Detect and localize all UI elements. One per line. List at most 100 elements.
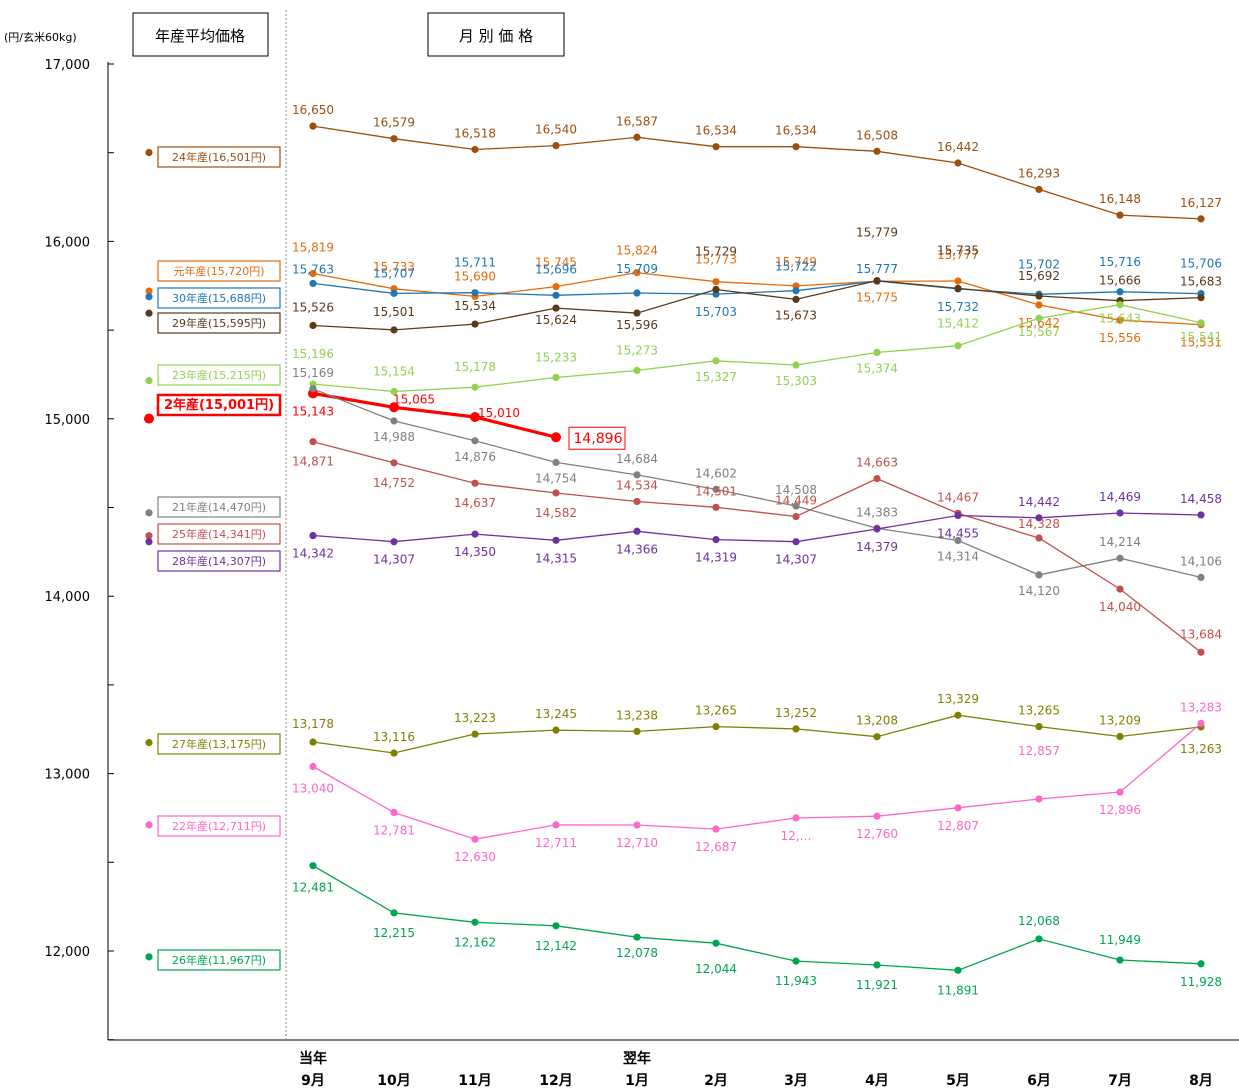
data-label: 12,078 [616, 946, 658, 960]
data-label: 14,602 [695, 466, 737, 480]
data-point [954, 536, 962, 545]
series: 元年産(15,720円) 15,819 15,733 15,690 15,745 15,8… [145, 241, 1222, 350]
data-label: 14,040 [1099, 600, 1141, 614]
data-label: 15,273 [616, 343, 658, 357]
series: 25年産(14,341円) 14,871 14,752 14,637 14,582 14,… [145, 438, 1222, 656]
data-label: 15,303 [775, 374, 817, 388]
data-label: 15,733 [373, 260, 415, 274]
data-label: 12,857 [1018, 744, 1060, 758]
data-point [309, 438, 317, 446]
data-point [1035, 795, 1043, 803]
data-point [1197, 319, 1205, 327]
data-point [954, 159, 962, 167]
data-point [1035, 301, 1043, 309]
data-label: 16,534 [695, 124, 737, 138]
annual-label-box [157, 550, 281, 572]
data-label: 15,531 [1180, 336, 1222, 350]
data-point [471, 320, 479, 328]
data-label: 13,265 [695, 704, 737, 718]
data-point [1116, 509, 1124, 517]
data-label: 11,921 [856, 978, 898, 992]
data-label: 15,775 [856, 290, 898, 304]
annual-average-dot [145, 377, 153, 385]
data-label: 15,643 [1099, 312, 1141, 326]
data-point [390, 459, 398, 467]
data-label: 14,328 [1018, 517, 1060, 531]
data-point [712, 278, 720, 286]
annual-label: 30年産(15,688円) [172, 291, 266, 305]
data-label: 13,684 [1180, 627, 1222, 641]
data-point [309, 738, 317, 746]
data-label: 15,777 [937, 248, 979, 262]
data-point [954, 804, 962, 812]
data-label: 15,412 [937, 317, 979, 331]
data-label: 15,642 [1018, 316, 1060, 330]
data-label: 13,283 [1180, 700, 1222, 714]
data-point [1035, 935, 1043, 943]
data-point [390, 135, 398, 143]
y-axis-ticks: 12,000 13,000 14,000 15,000 16,000 17,000 [45, 58, 114, 1041]
data-label: 15,233 [535, 350, 577, 364]
annual-label-box [156, 393, 282, 417]
data-point [954, 966, 962, 974]
data-point [390, 326, 398, 334]
x-month-label: 4月 [865, 1073, 889, 1089]
data-label: 12,481 [292, 881, 334, 895]
data-label: 14,442 [1018, 495, 1060, 509]
data-label: 15,745 [535, 256, 577, 270]
data-point [954, 342, 962, 350]
data-point [1116, 554, 1124, 562]
y-tick-label: 16,000 [45, 235, 91, 250]
series-line [312, 280, 1202, 296]
data-point [633, 727, 641, 735]
y-tick-label: 15,000 [45, 413, 91, 428]
data-label: 15,596 [616, 318, 658, 332]
data-point [1197, 215, 1205, 223]
data-label: 12,162 [454, 935, 496, 949]
data-point [633, 133, 641, 141]
data-label: 15,143 [292, 404, 334, 418]
x-month-label: 9月 [301, 1073, 325, 1089]
data-label: 15,735 [937, 243, 979, 257]
data-point [309, 279, 317, 288]
data-label: 15,703 [695, 305, 737, 319]
data-point [552, 373, 560, 382]
annual-label-box [157, 815, 281, 837]
series-line [312, 388, 1202, 579]
annual-label-box [157, 312, 281, 334]
series-line [312, 271, 1202, 326]
annual-label-box [157, 364, 281, 386]
data-point [390, 808, 398, 817]
data-label: 14,106 [1180, 554, 1222, 568]
data-label: 14,876 [454, 450, 496, 464]
annual-average-dot [145, 953, 153, 961]
data-point [873, 812, 881, 820]
data-label: 11,943 [775, 974, 817, 988]
annual-label-box [157, 260, 281, 282]
data-label: 15,374 [856, 361, 898, 375]
data-label: 12,710 [616, 836, 658, 850]
data-point [471, 289, 479, 297]
data-point [471, 530, 479, 538]
data-point [712, 536, 720, 544]
data-label: 15,154 [373, 364, 415, 378]
data-label: 15,327 [695, 370, 737, 384]
data-point [552, 458, 560, 467]
data-label: 14,754 [535, 471, 577, 485]
data-point [712, 485, 720, 494]
data-label: 15,824 [616, 244, 658, 258]
data-label: 12,044 [695, 962, 737, 976]
data-point [1116, 585, 1124, 593]
data-point [712, 722, 720, 731]
data-point [792, 143, 800, 151]
data-label: 14,342 [292, 547, 334, 561]
data-point [552, 489, 560, 497]
data-point [712, 285, 720, 294]
annual-average-dot [145, 148, 153, 157]
data-point [1035, 185, 1043, 194]
data-label: 16,442 [937, 140, 979, 154]
data-point [873, 474, 881, 483]
data-point [1035, 571, 1043, 579]
annual-label: 元年産(15,720円) [173, 264, 264, 278]
data-label: 15,706 [1180, 257, 1222, 271]
